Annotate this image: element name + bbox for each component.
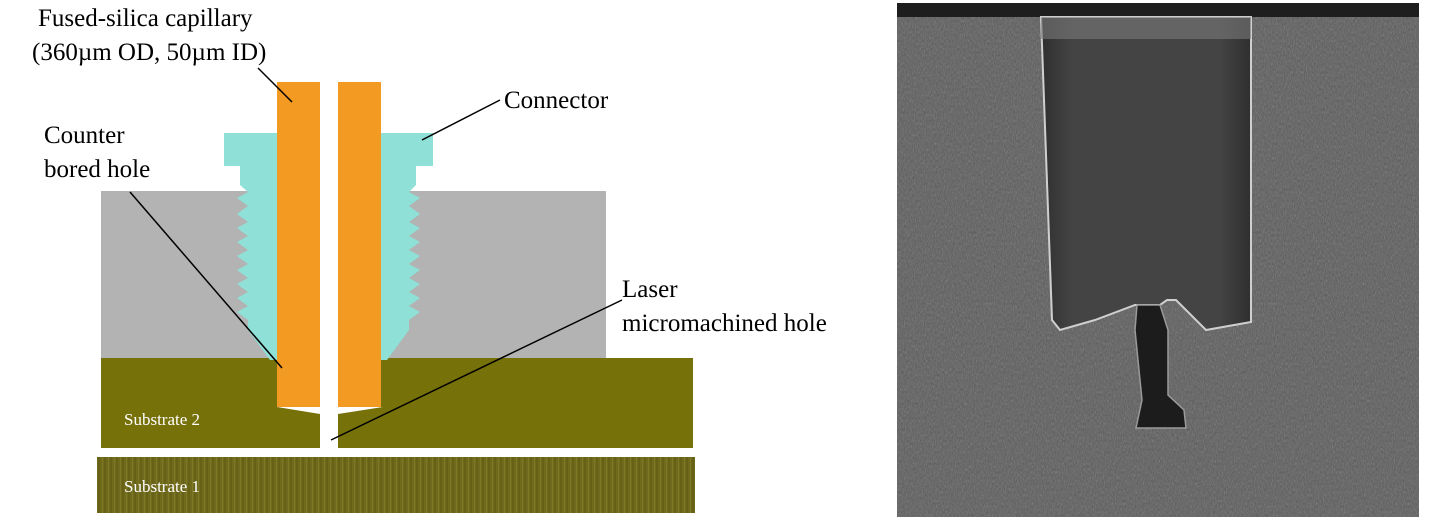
laser-label-line2: micromachined hole [622, 310, 827, 337]
leader-laser [330, 299, 623, 441]
capillary-label-line1: Fused-silica capillary [38, 5, 253, 32]
bore-left-white [277, 407, 320, 414]
capillary-label-line2: (360µm OD, 50µm ID) [32, 39, 266, 66]
channel [320, 82, 338, 452]
sem-laser-hole [1134, 304, 1187, 429]
substrate-2 [101, 358, 693, 448]
substrate2-label: Substrate 2 [124, 410, 200, 429]
bottom-gap [277, 448, 383, 457]
connector-label: Connector [504, 87, 609, 114]
leader-connector [421, 99, 501, 141]
capillary-right [338, 82, 381, 407]
counter-label-line1: Counter [44, 122, 125, 149]
substrate-1 [97, 457, 695, 513]
counter-label-line2: bored hole [44, 156, 150, 183]
substrate1-label: Substrate 1 [124, 477, 200, 496]
sem-bore-rim [1041, 17, 1251, 39]
sem-micrograph [897, 3, 1419, 517]
leader-capillary [257, 67, 293, 103]
bore-right-white [338, 407, 383, 414]
schematic: Fused-silica capillary (360µm OD, 50µm I… [32, 5, 827, 513]
connector-left [224, 133, 277, 360]
sem-bore-cavity [1039, 16, 1252, 332]
capillary-left [277, 82, 320, 407]
sem-top-edge [897, 3, 1419, 17]
leader-counter [129, 191, 283, 369]
connector-right [381, 133, 433, 360]
laser-label-line1: Laser [622, 276, 678, 303]
